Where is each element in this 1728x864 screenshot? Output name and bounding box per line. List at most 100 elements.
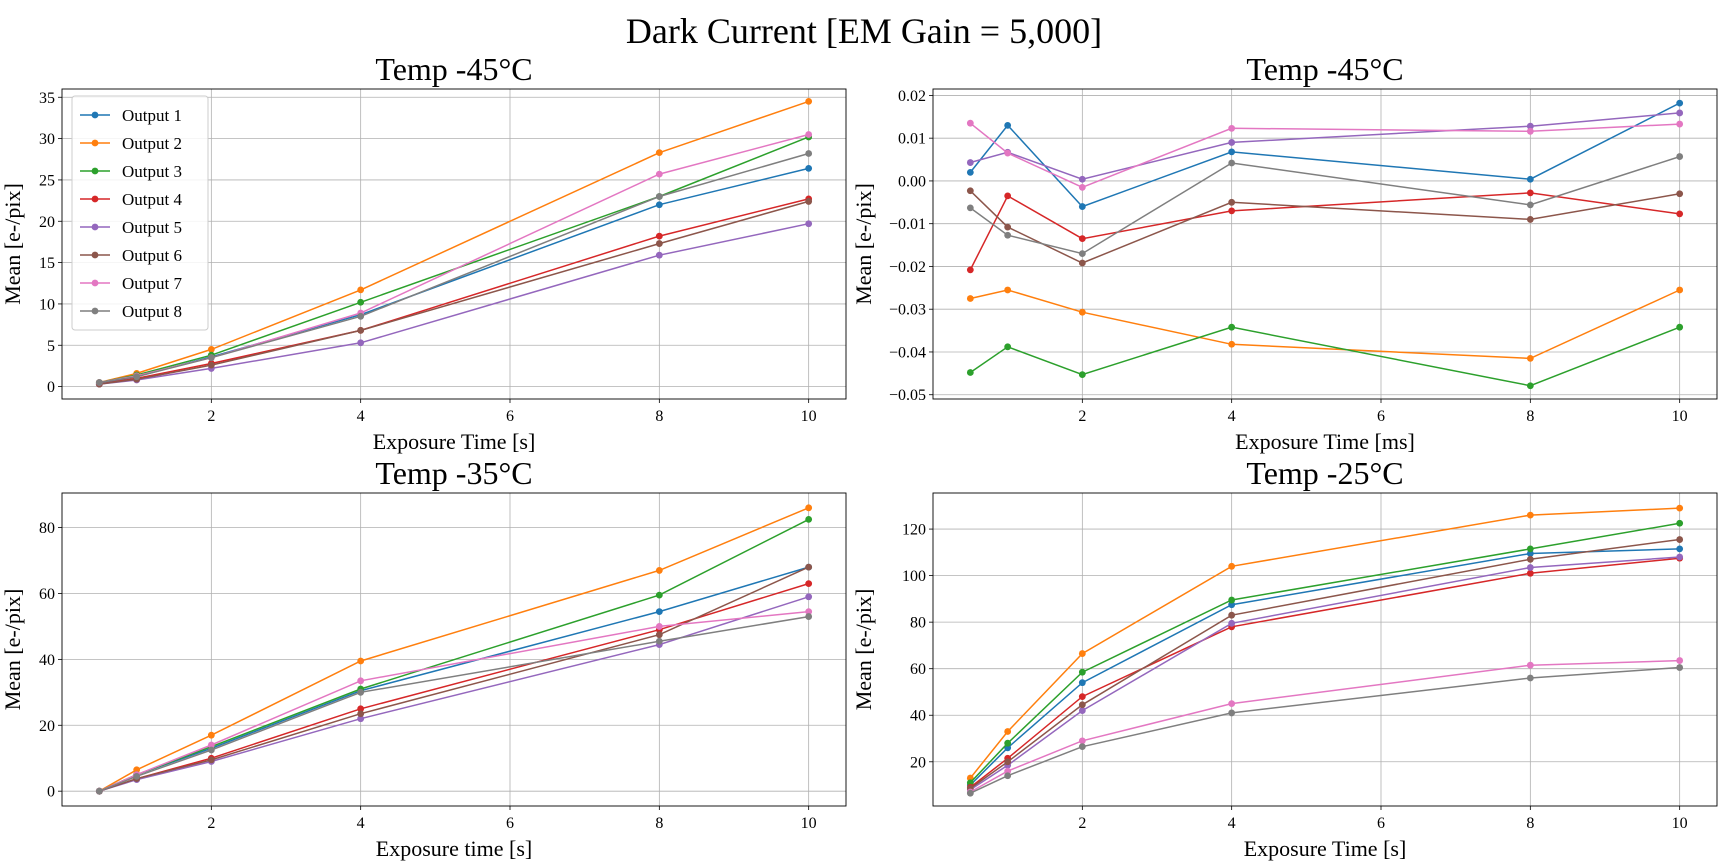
data-point bbox=[1004, 286, 1012, 294]
data-point bbox=[1526, 175, 1534, 183]
data-point bbox=[133, 772, 141, 780]
legend-swatch-marker bbox=[91, 307, 99, 315]
data-point bbox=[1004, 121, 1012, 129]
panel-title: Temp -45°C bbox=[375, 51, 532, 87]
data-point bbox=[966, 159, 974, 166]
x-axis-label: Exposure Time [ms] bbox=[1235, 429, 1415, 454]
data-point bbox=[1078, 693, 1086, 701]
series-line bbox=[970, 289, 1681, 360]
data-point bbox=[207, 346, 215, 353]
data-point bbox=[1078, 259, 1086, 267]
data-point bbox=[655, 591, 663, 599]
y-tick-label: 100 bbox=[902, 568, 926, 585]
data-point bbox=[1676, 323, 1684, 331]
data-point bbox=[655, 623, 663, 630]
series-line bbox=[969, 548, 1680, 786]
data-point bbox=[1078, 743, 1086, 751]
x-axis-label: Exposure Time [s] bbox=[373, 429, 536, 454]
data-point bbox=[655, 149, 663, 157]
data-point bbox=[95, 787, 103, 795]
series-output-7 bbox=[966, 657, 1684, 796]
y-tick-label: −0.01 bbox=[889, 216, 926, 233]
data-point bbox=[1078, 668, 1086, 676]
data-point bbox=[357, 710, 365, 718]
data-point bbox=[207, 741, 215, 749]
x-tick-label: 8 bbox=[1526, 408, 1534, 425]
data-point bbox=[966, 168, 974, 176]
data-point bbox=[805, 150, 813, 157]
data-point bbox=[805, 131, 813, 138]
data-point bbox=[805, 608, 813, 616]
legend-swatch-marker bbox=[91, 251, 99, 259]
data-point bbox=[1526, 661, 1534, 669]
data-point bbox=[655, 567, 663, 574]
series-line bbox=[969, 522, 1680, 784]
data-point bbox=[207, 361, 215, 369]
data-point bbox=[1004, 758, 1012, 766]
series-line bbox=[99, 615, 809, 792]
data-point bbox=[805, 613, 813, 620]
y-tick-label: 20 bbox=[39, 214, 55, 231]
series-line bbox=[969, 102, 1681, 208]
data-point bbox=[1078, 308, 1086, 316]
data-point bbox=[655, 170, 663, 178]
y-tick-label: 20 bbox=[39, 718, 55, 735]
data-point bbox=[655, 631, 663, 639]
data-point bbox=[1004, 772, 1012, 780]
series-output-2 bbox=[966, 504, 1684, 782]
series-line bbox=[969, 190, 1680, 264]
y-tick-label: 35 bbox=[39, 90, 55, 107]
axes-frame bbox=[932, 492, 1718, 807]
series-line bbox=[969, 557, 1680, 788]
axes-frame bbox=[61, 492, 847, 807]
legend-swatch-marker bbox=[91, 223, 99, 231]
panel-2: Temp -45°C 2 4 6 8 10 −0.05 −0.04 −0.03 −0.02 −0.0… bbox=[851, 51, 1718, 454]
legend-entry-output-7: Output 7 bbox=[80, 274, 182, 293]
x-tick-label: 4 bbox=[357, 408, 365, 425]
data-point bbox=[133, 373, 141, 381]
data-point bbox=[357, 705, 365, 713]
series-output-3 bbox=[966, 323, 1684, 390]
legend-label: Output 3 bbox=[122, 162, 182, 181]
legend-label: Output 5 bbox=[122, 218, 182, 237]
panel-title: Temp -25°C bbox=[1246, 455, 1403, 491]
data-point bbox=[1228, 124, 1236, 132]
x-tick-label: 2 bbox=[1078, 408, 1086, 425]
axes-frame bbox=[932, 88, 1718, 400]
y-tick-label: 15 bbox=[39, 255, 55, 272]
y-tick-label: 30 bbox=[39, 131, 55, 148]
series-line bbox=[99, 200, 809, 385]
data-point bbox=[1526, 569, 1534, 577]
data-point bbox=[655, 201, 663, 209]
data-point bbox=[1676, 519, 1684, 527]
data-point bbox=[1078, 235, 1086, 243]
data-point bbox=[1228, 700, 1236, 708]
data-point bbox=[1526, 382, 1534, 390]
series-line bbox=[969, 192, 1680, 271]
legend-swatch-marker bbox=[91, 111, 99, 119]
data-point bbox=[357, 298, 365, 306]
data-point bbox=[966, 369, 974, 376]
legend-label: Output 7 bbox=[122, 274, 182, 293]
x-tick-label: 10 bbox=[1672, 815, 1688, 832]
panel-title: Temp -35°C bbox=[375, 455, 532, 491]
data-point bbox=[805, 563, 813, 571]
x-tick-label: 4 bbox=[357, 815, 365, 832]
legend-label: Output 2 bbox=[122, 134, 182, 153]
data-point bbox=[1526, 201, 1534, 209]
data-point bbox=[1526, 545, 1534, 553]
series-line bbox=[98, 507, 809, 792]
data-point bbox=[966, 789, 974, 797]
legend-box bbox=[71, 95, 209, 331]
y-axis-label: Mean [e-/pix] bbox=[851, 183, 876, 305]
data-point bbox=[1676, 99, 1684, 107]
data-point bbox=[1526, 189, 1534, 197]
data-point bbox=[1004, 223, 1012, 231]
x-tick-label: 2 bbox=[1078, 815, 1086, 832]
series-line bbox=[970, 112, 1680, 180]
series-output-8 bbox=[95, 613, 813, 795]
series-line bbox=[969, 326, 1680, 387]
data-point bbox=[357, 286, 365, 294]
data-point bbox=[357, 715, 365, 723]
series-line bbox=[969, 556, 1680, 791]
